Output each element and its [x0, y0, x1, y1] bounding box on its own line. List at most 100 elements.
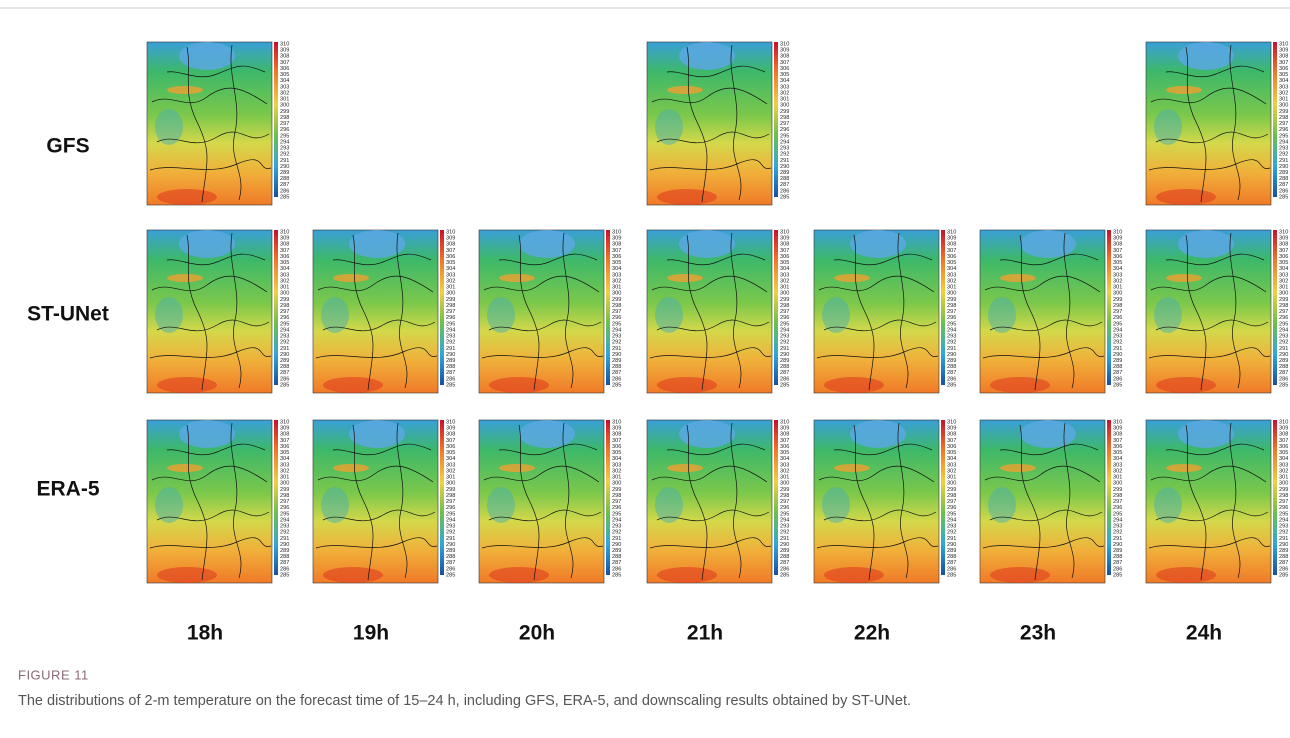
- colorbar-tick: 298: [947, 493, 956, 499]
- cold-region: [179, 420, 235, 448]
- colorbar-tick: 302: [1279, 278, 1288, 284]
- colorbar-tick: 304: [280, 78, 289, 84]
- colorbar-tick: 291: [780, 158, 789, 164]
- colorbar-tick: 300: [280, 291, 289, 297]
- colorbar-tick: 287: [1279, 182, 1288, 188]
- colorbar-tick: 298: [612, 303, 621, 309]
- colorbar-tick: 289: [446, 358, 455, 364]
- colorbar-tick: 285: [280, 572, 289, 578]
- colorbar-tick: 309: [1279, 426, 1288, 432]
- colorbar-tick: 296: [446, 315, 455, 321]
- colorbar: [774, 230, 778, 385]
- colorbar-tick: 295: [947, 321, 956, 327]
- colorbar-tick: 310: [612, 419, 621, 425]
- colorbar-tick: 301: [280, 97, 289, 103]
- colorbar-tick: 303: [446, 462, 455, 468]
- colorbar-tick: 306: [780, 254, 789, 260]
- colorbar-tick: 300: [612, 291, 621, 297]
- colorbar-tick: 291: [947, 346, 956, 352]
- warm-band: [834, 274, 870, 282]
- colorbar-tick: 292: [947, 530, 956, 536]
- colorbar-tick: 295: [1279, 321, 1288, 327]
- colorbar-tick: 291: [612, 536, 621, 542]
- colorbar-tick: 309: [947, 236, 956, 242]
- colorbar-tick: 301: [1279, 97, 1288, 103]
- colorbar-tick: 304: [1279, 456, 1288, 462]
- cool-patch: [487, 297, 515, 333]
- colorbar-tick: 308: [612, 432, 621, 438]
- colorbar-tick: 302: [1279, 468, 1288, 474]
- colorbar-tick: 296: [780, 315, 789, 321]
- colorbar-tick: 307: [612, 248, 621, 254]
- colorbar-tick: 295: [1279, 133, 1288, 139]
- cold-region: [349, 230, 405, 258]
- colorbar-tick: 307: [780, 438, 789, 444]
- colorbar-tick: 292: [446, 340, 455, 346]
- colorbar-tick: 308: [446, 432, 455, 438]
- colorbar-tick: 293: [1113, 524, 1122, 530]
- colorbar-tick: 297: [612, 499, 621, 505]
- colorbar-tick: 294: [1113, 327, 1122, 333]
- colorbar-tick: 289: [780, 358, 789, 364]
- colorbar-tick: 310: [780, 229, 789, 235]
- hot-coast: [489, 377, 549, 393]
- colorbar: [1273, 42, 1277, 197]
- colorbar-tick: 289: [280, 170, 289, 176]
- colorbar-tick: 302: [780, 278, 789, 284]
- colorbar-tick: 293: [612, 524, 621, 530]
- colorbar-tick: 294: [280, 327, 289, 333]
- colorbar-tick: 306: [446, 444, 455, 450]
- colorbar-tick: 308: [280, 432, 289, 438]
- map-panel: 3103093083073063053043033023013002992982…: [1146, 229, 1288, 393]
- colorbar-tick: 288: [446, 364, 455, 370]
- colorbar-tick: 301: [446, 475, 455, 481]
- colorbar-tick: 299: [446, 487, 455, 493]
- colorbar-tick: 308: [280, 242, 289, 248]
- colorbar-tick: 288: [280, 176, 289, 182]
- column-label: 22h: [854, 622, 890, 645]
- colorbar-tick: 293: [446, 334, 455, 340]
- colorbar-tick: 291: [446, 536, 455, 542]
- colorbar-tick: 295: [446, 321, 455, 327]
- colorbar-tick: 290: [446, 542, 455, 548]
- colorbar-tick: 307: [280, 438, 289, 444]
- cold-region: [850, 420, 906, 448]
- colorbar-tick: 288: [1113, 554, 1122, 560]
- colorbar-tick: 298: [280, 115, 289, 121]
- colorbar-tick: 289: [947, 548, 956, 554]
- colorbar-tick: 285: [947, 572, 956, 578]
- colorbar-tick: 291: [280, 346, 289, 352]
- colorbar-tick: 307: [446, 248, 455, 254]
- colorbar-tick: 303: [1113, 462, 1122, 468]
- column-label: 18h: [187, 622, 223, 645]
- colorbar-tick: 306: [1113, 254, 1122, 260]
- colorbar-tick: 298: [1279, 493, 1288, 499]
- cool-patch: [321, 297, 349, 333]
- colorbar-tick: 303: [1279, 272, 1288, 278]
- colorbar-tick: 308: [1279, 242, 1288, 248]
- cool-patch: [988, 297, 1016, 333]
- hot-coast: [990, 567, 1050, 583]
- map-panel: 3103093083073063053043033023013002992982…: [1146, 419, 1288, 583]
- colorbar-tick: 300: [1113, 481, 1122, 487]
- colorbar-tick: 307: [1279, 60, 1288, 66]
- colorbar-tick: 300: [1113, 291, 1122, 297]
- colorbar-tick: 306: [612, 254, 621, 260]
- colorbar-tick: 304: [280, 456, 289, 462]
- colorbar-tick: 301: [280, 285, 289, 291]
- map-panel: 3103093083073063053043033023013002992982…: [647, 41, 789, 205]
- colorbar-tick: 290: [780, 542, 789, 548]
- colorbar-tick: 285: [1279, 572, 1288, 578]
- colorbar-tick: 305: [947, 260, 956, 266]
- colorbar-tick: 288: [947, 554, 956, 560]
- colorbar-tick: 292: [780, 530, 789, 536]
- colorbar-tick: 298: [280, 493, 289, 499]
- colorbar: [941, 420, 945, 575]
- map-panel: 3103093083073063053043033023013002992982…: [147, 229, 289, 393]
- colorbar-tick: 286: [280, 188, 289, 194]
- colorbar-tick: 290: [780, 352, 789, 358]
- cold-region: [349, 420, 405, 448]
- colorbar-tick: 302: [446, 278, 455, 284]
- colorbar-tick: 291: [280, 536, 289, 542]
- colorbar-tick: 292: [780, 152, 789, 158]
